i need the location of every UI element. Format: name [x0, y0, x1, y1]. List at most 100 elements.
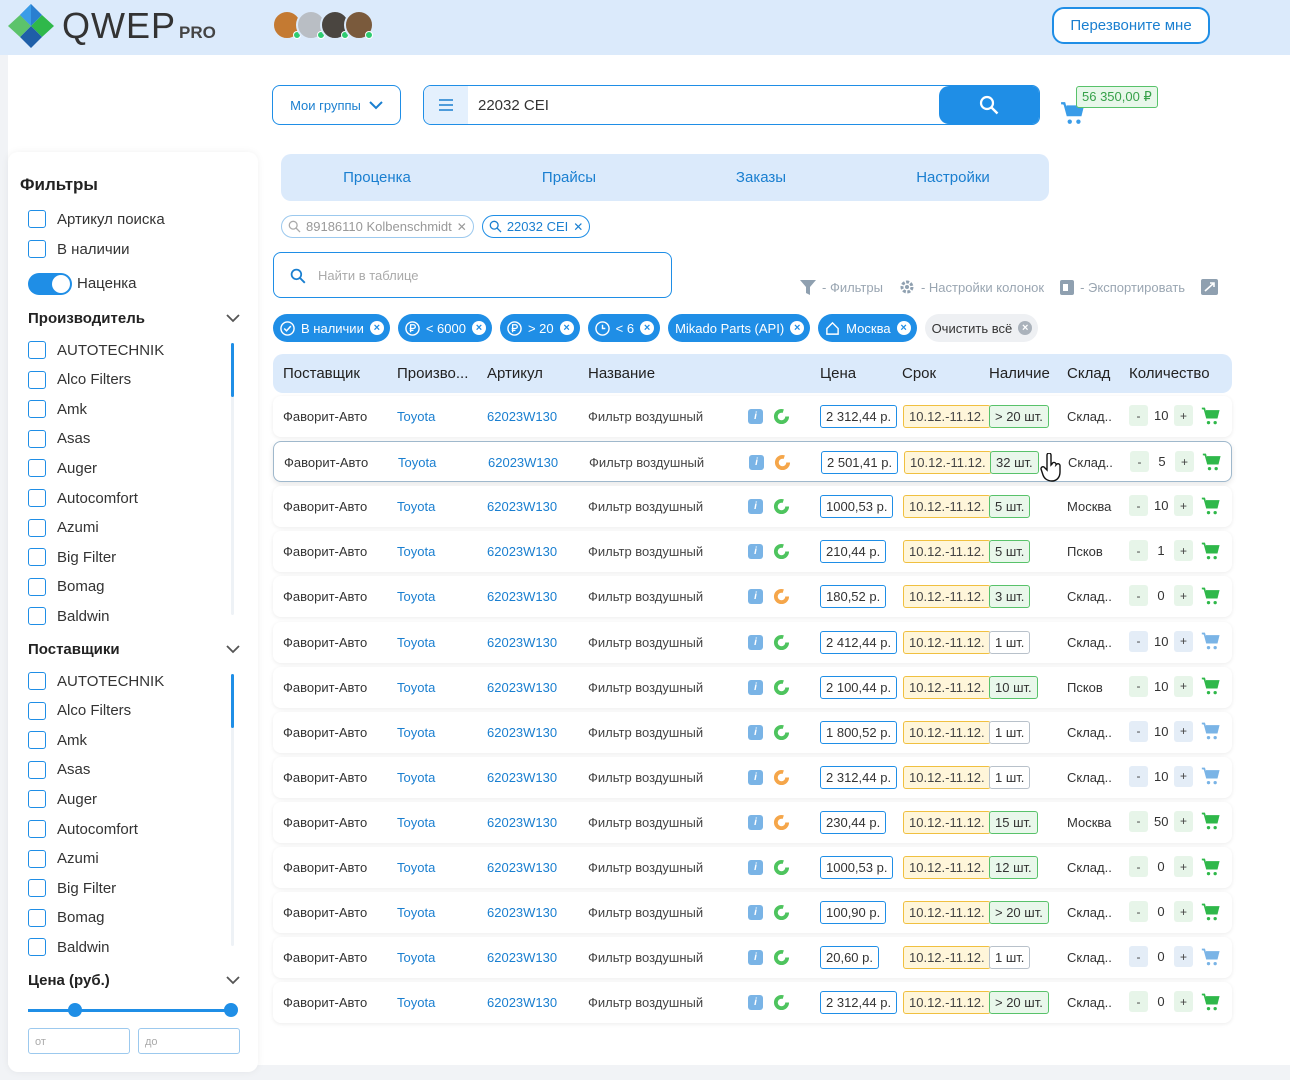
cell-article-link[interactable]: 62023W130 [487, 905, 558, 921]
avatar[interactable] [344, 10, 374, 40]
quantity-value[interactable]: 10 [1154, 633, 1169, 649]
filter-chip-in-stock[interactable]: В наличии × [273, 314, 390, 342]
cell-manufacturer-link[interactable]: Toyota [397, 634, 436, 650]
filter-chip-delivery[interactable]: < 6 × [587, 314, 661, 342]
cell-manufacturer-link[interactable]: Toyota [397, 905, 436, 921]
quantity-value[interactable]: 10 [1154, 723, 1169, 739]
checkbox-search-article[interactable]: Артикул поиска [28, 210, 165, 228]
cart-icon[interactable] [1201, 766, 1221, 786]
status-ring-icon[interactable] [773, 949, 790, 966]
checkbox-box[interactable] [28, 731, 46, 750]
filter-chip-price-max[interactable]: < 6000 × [397, 314, 492, 342]
close-icon[interactable]: ✕ [456, 219, 467, 234]
col-article[interactable]: Артикул [487, 365, 543, 382]
cell-manufacturer-link[interactable]: Toyota [397, 950, 436, 966]
cell-manufacturer-link[interactable]: Toyota [397, 814, 436, 830]
cell-manufacturer-link[interactable]: Toyota [397, 544, 436, 560]
info-icon[interactable]: i [748, 814, 763, 830]
cart-icon[interactable] [1201, 496, 1221, 516]
quantity-plus-button[interactable]: + [1174, 585, 1193, 607]
status-ring-icon[interactable] [773, 769, 790, 786]
filter-chip-rating[interactable]: > 20 × [499, 314, 580, 342]
cell-article-link[interactable]: 62023W130 [487, 679, 558, 695]
close-icon[interactable]: × [559, 321, 574, 335]
status-ring-icon[interactable] [773, 408, 790, 425]
quantity-value[interactable]: 10 [1154, 768, 1169, 784]
info-icon[interactable]: i [748, 634, 763, 650]
status-ring-icon[interactable] [773, 679, 790, 696]
cart-icon[interactable] [1202, 452, 1222, 472]
quantity-value[interactable]: 0 [1157, 904, 1165, 920]
price-min-handle[interactable] [68, 1003, 82, 1017]
cart-icon[interactable] [1201, 857, 1221, 877]
price-max-handle[interactable] [224, 1003, 238, 1017]
status-ring-icon[interactable] [773, 543, 790, 560]
status-ring-icon[interactable] [773, 904, 790, 921]
cell-article-link[interactable]: 62023W130 [487, 814, 558, 830]
info-icon[interactable]: i [748, 409, 763, 424]
cell-manufacturer-link[interactable]: Toyota [397, 679, 436, 695]
quantity-minus-button[interactable]: - [1130, 451, 1149, 473]
column-settings-tool[interactable]: - Настройки колонок [899, 279, 1044, 295]
callback-button[interactable]: Перезвоните мне [1052, 7, 1210, 44]
tab-settings[interactable]: Настройки [916, 169, 990, 186]
filters-tool[interactable]: - Фильтры [800, 279, 883, 295]
checkbox-box[interactable] [28, 607, 46, 626]
checkbox-box[interactable] [28, 489, 46, 507]
cell-manufacturer-link[interactable]: Toyota [397, 724, 436, 740]
my-groups-dropdown[interactable]: Мои группы [272, 85, 401, 125]
quantity-value[interactable]: 0 [1157, 994, 1165, 1010]
quantity-plus-button[interactable]: + [1174, 810, 1193, 832]
quantity-value[interactable]: 10 [1154, 678, 1169, 694]
table-row[interactable]: Фаворит-Авто Toyota 62023W130 Фильтр воздуш… [273, 711, 1232, 753]
quantity-minus-button[interactable]: - [1129, 540, 1148, 562]
quantity-minus-button[interactable]: - [1129, 765, 1148, 787]
checkbox-box[interactable] [28, 760, 46, 779]
cell-article-link[interactable]: 62023W130 [487, 995, 558, 1011]
cell-article-link[interactable]: 62023W130 [487, 769, 558, 785]
quantity-plus-button[interactable]: + [1174, 856, 1193, 877]
cell-article-link[interactable]: 62023W130 [487, 409, 558, 424]
markup-toggle[interactable] [28, 273, 72, 295]
col-quantity[interactable]: Количество [1129, 365, 1210, 382]
col-warehouse[interactable]: Склад [1067, 365, 1111, 382]
checkbox-box[interactable] [28, 370, 46, 389]
supplier-checkbox[interactable]: Amk [28, 731, 87, 750]
recent-search-chip-active[interactable]: 22032 CEI ✕ [481, 215, 591, 238]
tab-pricing[interactable]: Проценка [343, 169, 411, 186]
quantity-minus-button[interactable]: - [1129, 405, 1148, 426]
supplier-checkbox[interactable]: Auger [28, 790, 97, 809]
quantity-value[interactable]: 50 [1154, 813, 1169, 829]
team-avatars[interactable] [272, 10, 374, 40]
checkbox-box[interactable] [28, 820, 46, 838]
quantity-plus-button[interactable]: + [1174, 540, 1193, 562]
quantity-minus-button[interactable]: - [1129, 585, 1148, 607]
checkbox-box[interactable] [28, 908, 46, 927]
supplier-checkbox[interactable]: Alco Filters [28, 701, 131, 720]
supplier-checkbox[interactable]: Baldwin [28, 938, 110, 957]
info-icon[interactable]: i [748, 905, 763, 921]
cell-manufacturer-link[interactable]: Toyota [397, 499, 436, 515]
close-icon[interactable]: × [471, 321, 486, 335]
manufacturer-checkbox[interactable]: Azumi [28, 518, 99, 537]
manufacturer-checkbox[interactable]: AUTOTECHNIK [28, 341, 164, 359]
cell-article-link[interactable]: 62023W130 [487, 950, 558, 966]
cart-icon[interactable] [1201, 721, 1221, 741]
suppliers-section-header[interactable]: Поставщики [28, 641, 240, 658]
table-row[interactable]: Фаворит-Авто Toyota 62023W130 Фильтр воздуш… [273, 892, 1232, 934]
expand-tool[interactable] [1201, 279, 1219, 295]
table-row[interactable]: Фаворит-Авто Toyota 62023W130 Фильтр воздуш… [273, 982, 1232, 1024]
supplier-checkbox[interactable]: Autocomfort [28, 820, 138, 838]
manufacturer-checkbox[interactable]: Amk [28, 400, 87, 419]
col-manufacturer[interactable]: Произво... [397, 365, 469, 382]
manufacturer-checkbox[interactable]: Alco Filters [28, 370, 131, 389]
checkbox-in-stock[interactable]: В наличии [28, 240, 130, 258]
filter-chip-supplier[interactable]: Mikado Parts (API) × [668, 314, 811, 342]
supplier-checkbox[interactable]: Big Filter [28, 879, 116, 898]
quantity-plus-button[interactable]: + [1174, 901, 1193, 923]
checkbox-box[interactable] [28, 548, 46, 567]
cell-article-link[interactable]: 62023W130 [488, 455, 559, 471]
cell-article-link[interactable]: 62023W130 [487, 589, 558, 605]
status-ring-icon[interactable] [774, 454, 791, 471]
cell-article-link[interactable]: 62023W130 [487, 634, 558, 650]
